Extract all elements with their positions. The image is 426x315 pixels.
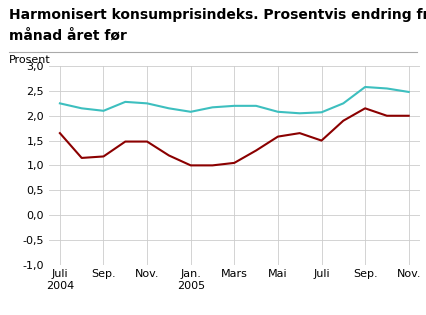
Noreg bbox=[144, 140, 150, 143]
EØS bbox=[188, 110, 193, 114]
EØS bbox=[384, 87, 389, 90]
Line: EØS: EØS bbox=[60, 87, 409, 113]
Noreg bbox=[188, 163, 193, 167]
Noreg bbox=[384, 114, 389, 117]
EØS bbox=[101, 109, 106, 113]
EØS bbox=[58, 101, 63, 105]
EØS bbox=[363, 85, 368, 89]
Noreg bbox=[253, 149, 259, 152]
Noreg bbox=[101, 155, 106, 158]
EØS bbox=[297, 112, 302, 115]
Line: Noreg: Noreg bbox=[60, 108, 409, 165]
EØS bbox=[275, 110, 280, 114]
Noreg bbox=[275, 135, 280, 139]
EØS bbox=[341, 101, 346, 105]
Noreg bbox=[232, 161, 237, 165]
EØS bbox=[253, 104, 259, 108]
Noreg bbox=[363, 106, 368, 110]
EØS bbox=[210, 106, 215, 109]
Noreg bbox=[123, 140, 128, 143]
Noreg bbox=[341, 119, 346, 123]
Text: Harmonisert konsumprisindeks. Prosentvis endring frå same: Harmonisert konsumprisindeks. Prosentvis… bbox=[9, 6, 426, 22]
Noreg bbox=[297, 131, 302, 135]
EØS bbox=[406, 90, 411, 94]
EØS bbox=[166, 106, 171, 110]
Text: Prosent: Prosent bbox=[9, 55, 50, 65]
Noreg bbox=[79, 156, 84, 160]
Noreg bbox=[319, 139, 324, 142]
Noreg bbox=[166, 153, 171, 157]
Noreg bbox=[210, 163, 215, 167]
EØS bbox=[79, 106, 84, 110]
EØS bbox=[144, 101, 150, 105]
Noreg bbox=[406, 114, 411, 117]
EØS bbox=[232, 104, 237, 108]
Noreg bbox=[58, 131, 63, 135]
Text: månad året før: månad året før bbox=[9, 28, 127, 42]
EØS bbox=[319, 110, 324, 114]
EØS bbox=[123, 100, 128, 104]
